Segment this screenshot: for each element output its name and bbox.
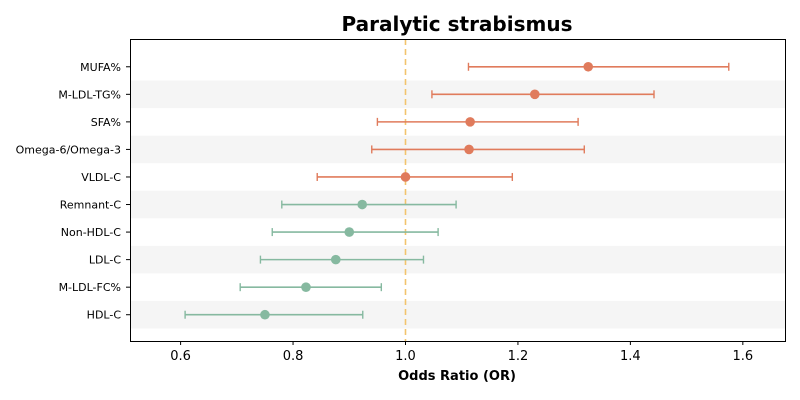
- y-tick-label: LDL-C: [89, 254, 122, 267]
- x-tick-label: 1.4: [620, 349, 641, 364]
- y-tick-label: VLDL-C: [81, 171, 121, 184]
- y-tick-label: MUFA%: [80, 61, 121, 74]
- y-axis: MUFA% M-LDL-TG% SFA% Omega-6/Omega-3 VLDL-C R…: [16, 61, 130, 322]
- y-tick-label: M-LDL-TG%: [58, 88, 121, 101]
- point-estimate: [530, 89, 540, 100]
- estimate-row: [376, 117, 579, 127]
- plot-frame: [130, 39, 786, 342]
- x-tick-label: 1.0: [395, 349, 416, 364]
- point-estimate: [344, 227, 355, 237]
- x-tick-label: 1.2: [508, 349, 529, 364]
- x-axis: 0.6 0.8 1.0 1.2 1.4 1.6: [170, 341, 753, 364]
- point-estimate: [260, 309, 270, 320]
- estimate-row: [431, 89, 655, 100]
- y-tick-label: Remnant-C: [60, 199, 122, 212]
- x-tick-label: 0.6: [170, 349, 191, 364]
- x-axis-label: Odds Ratio (OR): [398, 369, 516, 384]
- row-stripe: [131, 190, 785, 219]
- y-tick-label: Non-HDL-C: [61, 226, 122, 239]
- estimate-row: [271, 227, 439, 237]
- point-estimate: [400, 172, 411, 182]
- estimate-row: [371, 144, 585, 155]
- estimate-row: [281, 199, 457, 210]
- y-tick-label: Omega-6/Omega-3: [16, 143, 121, 156]
- row-stripe: [131, 245, 785, 274]
- estimate-row: [316, 172, 514, 182]
- x-tick-label: 0.8: [283, 349, 304, 364]
- estimate-rows: [184, 61, 730, 320]
- point-estimate: [330, 254, 341, 265]
- estimate-row: [184, 309, 364, 320]
- point-estimate: [583, 61, 594, 72]
- y-tick-label: M-LDL-FC%: [59, 281, 121, 294]
- estimate-row: [259, 254, 425, 265]
- estimate-row: [467, 61, 730, 72]
- point-estimate: [357, 199, 368, 210]
- chart-title: Paralytic strabismus: [342, 12, 573, 36]
- point-estimate: [464, 144, 474, 155]
- row-stripes: [131, 80, 785, 329]
- x-tick-label: 1.6: [732, 349, 753, 364]
- y-tick-label: SFA%: [91, 116, 121, 129]
- y-tick-label: HDL-C: [87, 309, 122, 322]
- point-estimate: [301, 282, 311, 292]
- point-estimate: [465, 117, 475, 127]
- estimate-row: [239, 282, 383, 292]
